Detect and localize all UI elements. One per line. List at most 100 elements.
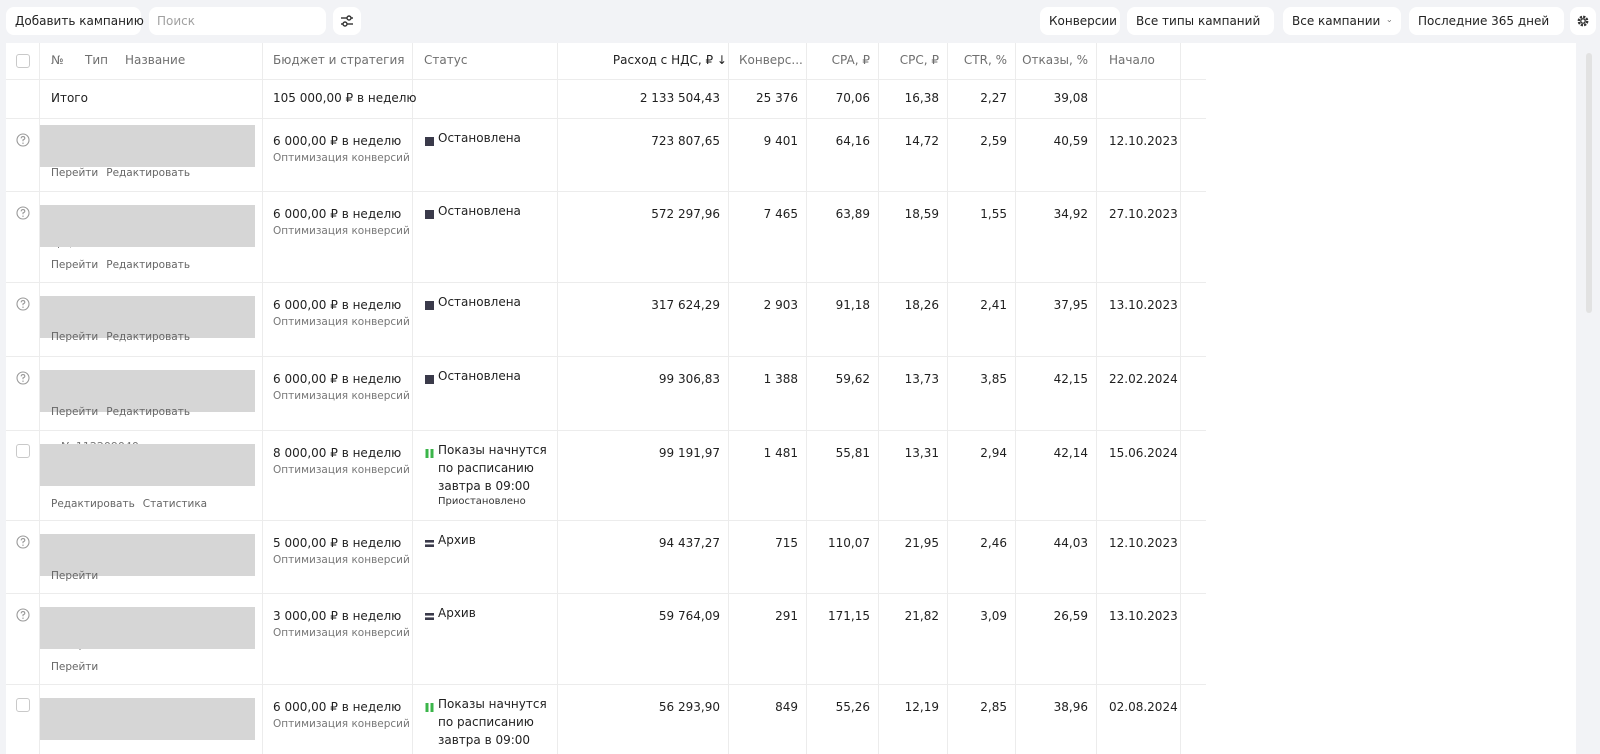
question-icon[interactable]	[16, 608, 30, 622]
row-action-link[interactable]: Перейти	[51, 661, 99, 673]
cell-ctr	[948, 594, 1016, 684]
cell-budget	[263, 521, 413, 593]
cell-start	[1097, 594, 1181, 684]
redacted-campaign-name	[40, 534, 255, 576]
cell-spend	[558, 43, 729, 79]
bounces-value: 34,92	[1053, 207, 1088, 221]
row-action-link[interactable]: Статистика	[142, 498, 208, 510]
column-header-spend[interactable]: Расход с НДС, ₽ ↓	[612, 53, 727, 67]
cpa-value: 110,07	[828, 536, 870, 550]
row-action-link[interactable]: Перейти	[51, 331, 99, 343]
cell-ctr	[948, 685, 1016, 754]
ctr-value: 2,94	[980, 446, 1007, 460]
question-icon[interactable]	[16, 371, 30, 385]
cpc-value: 13,31	[904, 446, 939, 460]
cell-ctr	[948, 431, 1016, 520]
column-header-num[interactable]: №	[51, 53, 64, 67]
cell-budget	[263, 685, 413, 754]
ctr-value: 2,59	[980, 134, 1007, 148]
strategy-label: Оптимизация конверсий	[273, 225, 410, 237]
column-header-start[interactable]: Начало	[1109, 53, 1155, 67]
bounces-value: 42,14	[1053, 446, 1088, 460]
cell-start	[1097, 431, 1181, 520]
redacted-campaign-name	[40, 607, 255, 649]
totals-budget: 105 000,00 ₽ в неделю	[273, 91, 417, 105]
start-date: 13.10.2023	[1109, 298, 1178, 312]
ctr-value: 2,27	[980, 91, 1007, 105]
cell-ctr	[948, 192, 1016, 282]
budget-value: 3 000,00 ₽ в неделю	[273, 609, 402, 623]
cell-cpa	[807, 43, 879, 79]
cell-cpc	[879, 119, 948, 191]
add-campaign-button[interactable]: Добавить кампанию	[6, 7, 144, 35]
cpa-value: 59,62	[835, 372, 870, 386]
stopped-icon	[425, 210, 434, 219]
scrollbar[interactable]	[1584, 43, 1594, 754]
filter-settings-button[interactable]	[333, 7, 361, 35]
row-action-link[interactable]: Редактировать	[106, 259, 191, 271]
bounces-value: 26,59	[1053, 609, 1088, 623]
question-icon[interactable]	[16, 297, 30, 311]
cpa-value: 64,16	[835, 134, 870, 148]
column-header-conversions[interactable]: Конверс...	[739, 53, 803, 67]
cell-bounces	[1016, 80, 1097, 118]
row-checkbox[interactable]	[16, 698, 30, 712]
row-checkbox[interactable]	[16, 444, 30, 458]
period-label: Последние 365 дней	[1418, 14, 1550, 28]
question-icon[interactable]	[16, 535, 30, 549]
conversions-value: 2 903	[763, 298, 798, 312]
question-icon[interactable]	[16, 133, 30, 147]
cell-cpc	[879, 521, 948, 593]
cell-ctr	[948, 521, 1016, 593]
row-action-link[interactable]: Перейти	[51, 406, 99, 418]
column-header-status[interactable]: Статус	[424, 53, 468, 67]
row-action-link[interactable]: Редактировать	[106, 167, 191, 179]
campaign-types-dropdown[interactable]: Все типы кампаний	[1127, 7, 1274, 35]
conversions-button[interactable]: Конверсии	[1040, 7, 1120, 35]
period-dropdown[interactable]: Последние 365 дней	[1409, 7, 1564, 35]
cell-cpa	[807, 80, 879, 118]
campaigns-dropdown[interactable]: Все кампании	[1283, 7, 1401, 35]
question-icon[interactable]	[16, 206, 30, 220]
cell-status	[413, 521, 558, 593]
cell-name	[40, 43, 263, 79]
column-header-cpa[interactable]: CPA, ₽	[831, 53, 870, 67]
cell-start	[1097, 80, 1181, 118]
cell-conversions	[729, 43, 807, 79]
row-action-link[interactable]: Перейти	[51, 167, 99, 179]
campaign-row: Перейти Редактировать 6 000,00 ₽ в неделю О…	[6, 119, 1206, 192]
column-header-cpc[interactable]: CPC, ₽	[899, 53, 939, 67]
cell-sel	[6, 43, 40, 79]
cell-bounces	[1016, 431, 1097, 520]
start-date: 15.06.2024	[1109, 446, 1178, 460]
redacted-campaign-name	[40, 125, 255, 167]
cell-bounces	[1016, 192, 1097, 282]
row-action-link[interactable]: Редактировать	[106, 406, 191, 418]
campaign-row: срцПерейтиРедактировать6 000,00 ₽ в неде…	[6, 192, 1206, 283]
row-action-link[interactable]: Перейти	[51, 259, 99, 271]
row-action-link[interactable]: Редактировать	[51, 498, 135, 510]
redacted-campaign-name	[40, 698, 255, 740]
select-all-checkbox[interactable]	[16, 54, 30, 68]
bounces-value: 40,59	[1053, 134, 1088, 148]
row-action-link[interactable]: Перейти	[51, 570, 99, 582]
cell-sel	[6, 685, 40, 754]
column-header-bounces[interactable]: Отказы, %	[1022, 53, 1088, 67]
redacted-campaign-name	[40, 370, 255, 412]
cell-budget	[263, 119, 413, 191]
column-header-budget[interactable]: Бюджет и стратегия	[273, 53, 405, 67]
cell-sel	[6, 119, 40, 191]
start-date: 12.10.2023	[1109, 536, 1178, 550]
scroll-thumb[interactable]	[1586, 53, 1592, 313]
column-header-name[interactable]: Название	[125, 53, 186, 67]
search-input[interactable]	[149, 7, 326, 35]
row-action-link[interactable]: Редактировать	[106, 331, 191, 343]
column-header-ctr[interactable]: CTR, %	[963, 53, 1007, 67]
cell-status	[413, 80, 558, 118]
cpa-value: 55,81	[835, 446, 870, 460]
cpc-value: 18,59	[904, 207, 939, 221]
column-header-type[interactable]: Тип	[85, 53, 108, 67]
settings-button[interactable]	[1570, 7, 1596, 35]
cell-status	[413, 357, 558, 430]
conversions-value: 1 481	[763, 446, 798, 460]
